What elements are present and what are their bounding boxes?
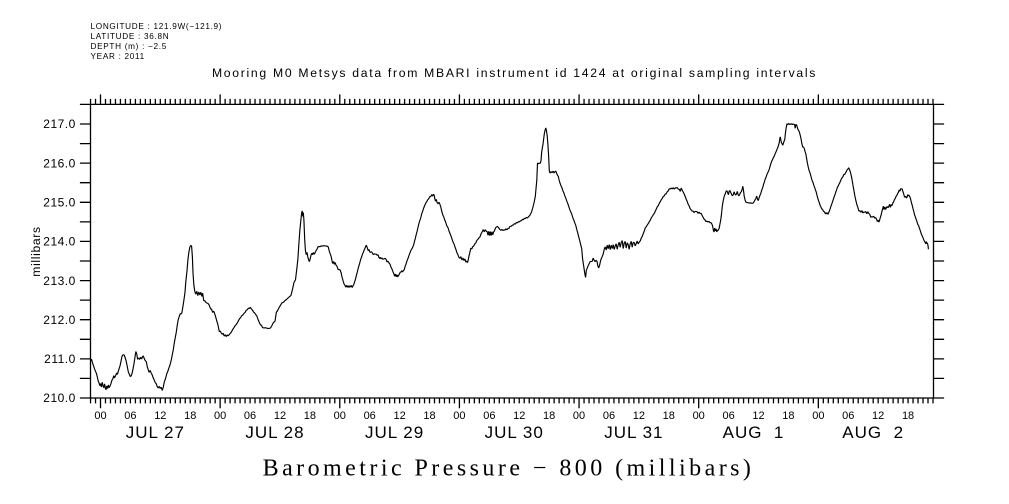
svg-text:18: 18	[423, 410, 435, 422]
svg-text:JUL 27: JUL 27	[126, 423, 185, 442]
svg-text:215.0: 215.0	[43, 195, 76, 209]
svg-text:18: 18	[782, 410, 794, 422]
svg-text:Mooring M0 Metsys data from MB: Mooring M0 Metsys data from MBARI instru…	[212, 66, 817, 80]
svg-text:DEPTH (m) : −2.5: DEPTH (m) : −2.5	[91, 42, 167, 51]
svg-text:millibars: millibars	[29, 226, 43, 276]
svg-text:213.0: 213.0	[43, 274, 76, 288]
svg-text:12: 12	[633, 410, 645, 422]
svg-text:06: 06	[124, 410, 136, 422]
svg-text:210.0: 210.0	[43, 391, 76, 405]
svg-text:12: 12	[154, 410, 166, 422]
svg-text:LONGITUDE : 121.9W(−121.9): LONGITUDE : 121.9W(−121.9)	[91, 22, 223, 31]
svg-text:06: 06	[364, 410, 376, 422]
svg-text:00: 00	[812, 410, 824, 422]
svg-text:18: 18	[304, 410, 316, 422]
svg-text:212.0: 212.0	[43, 313, 76, 327]
svg-text:06: 06	[483, 410, 495, 422]
svg-text:JUL 29: JUL 29	[365, 423, 424, 442]
svg-text:12: 12	[752, 410, 764, 422]
svg-text:JUL 30: JUL 30	[485, 423, 544, 442]
svg-text:211.0: 211.0	[44, 352, 76, 366]
svg-text:216.0: 216.0	[43, 156, 76, 170]
svg-text:18: 18	[543, 410, 555, 422]
svg-text:LATITUDE : 36.8N: LATITUDE : 36.8N	[91, 32, 170, 41]
svg-text:JUL 28: JUL 28	[245, 423, 304, 442]
svg-text:JUL 31: JUL 31	[604, 423, 663, 442]
svg-text:00: 00	[693, 410, 705, 422]
svg-text:12: 12	[393, 410, 405, 422]
svg-text:18: 18	[184, 410, 196, 422]
svg-text:18: 18	[902, 410, 914, 422]
svg-text:00: 00	[453, 410, 465, 422]
svg-text:06: 06	[244, 410, 256, 422]
svg-text:Barometric Pressure − 800 (mil: Barometric Pressure − 800 (millibars)	[263, 456, 755, 482]
svg-text:00: 00	[334, 410, 346, 422]
svg-text:12: 12	[513, 410, 525, 422]
svg-text:06: 06	[842, 410, 854, 422]
svg-text:00: 00	[214, 410, 226, 422]
svg-text:AUG 1: AUG 1	[723, 423, 785, 442]
svg-text:214.0: 214.0	[43, 235, 76, 249]
svg-text:12: 12	[872, 410, 884, 422]
svg-text:06: 06	[722, 410, 734, 422]
svg-text:12: 12	[274, 410, 286, 422]
svg-text:217.0: 217.0	[43, 117, 76, 131]
svg-text:00: 00	[94, 410, 106, 422]
svg-text:06: 06	[603, 410, 615, 422]
svg-text:AUG 2: AUG 2	[842, 423, 904, 442]
svg-text:18: 18	[663, 410, 675, 422]
svg-text:00: 00	[573, 410, 585, 422]
svg-text:YEAR : 2011: YEAR : 2011	[91, 52, 145, 61]
